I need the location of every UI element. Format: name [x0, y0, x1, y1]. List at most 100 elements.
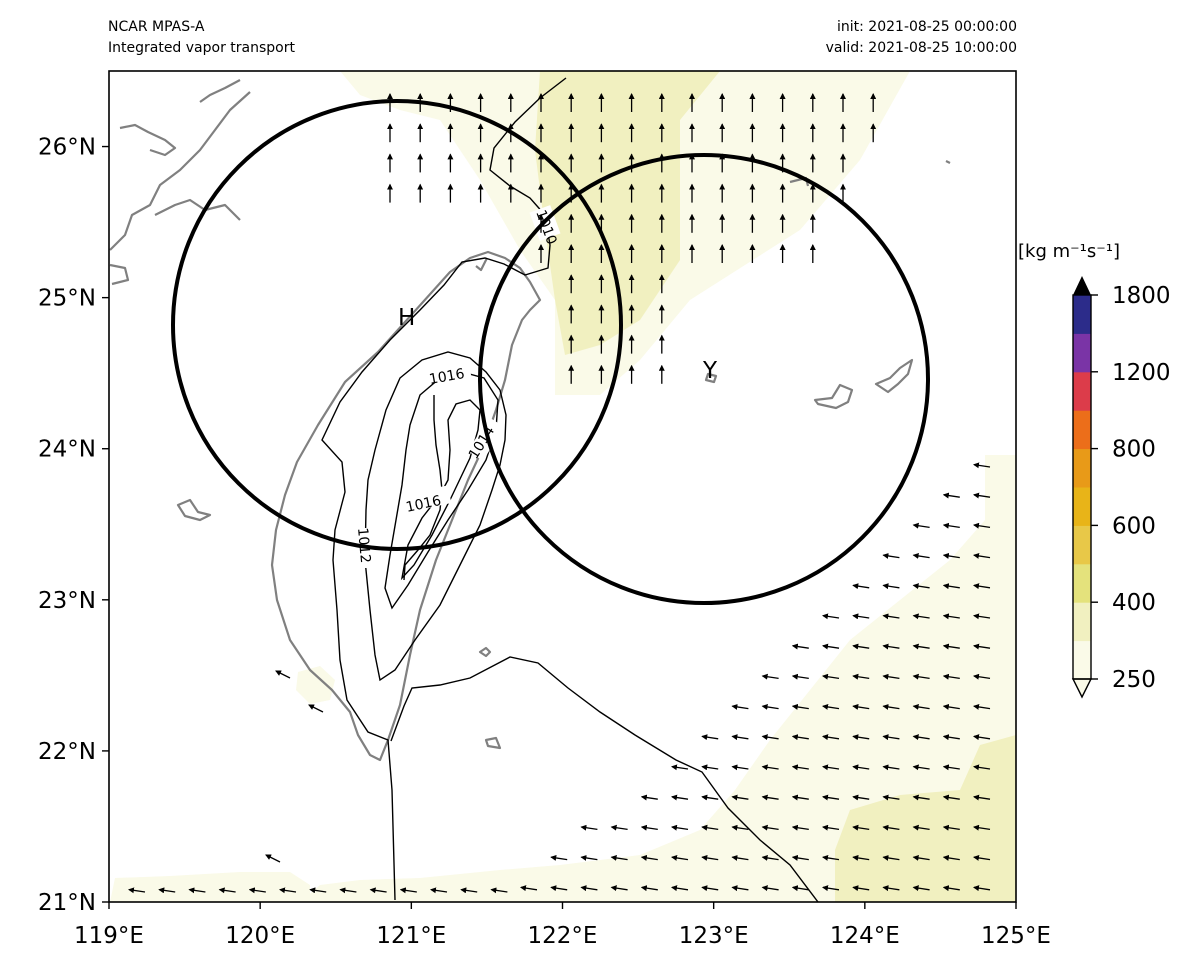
- colorbar-tick-label: 800: [1112, 437, 1156, 463]
- vector-arrow: [912, 794, 930, 801]
- vector-arrow: [339, 887, 357, 894]
- vector-arrow: [791, 794, 809, 801]
- vector-arrow: [308, 704, 324, 713]
- vector-arrow: [942, 583, 960, 590]
- x-tick-label: 123°E: [679, 923, 749, 949]
- colorbar-block: [1073, 602, 1091, 642]
- vector-arrow: [973, 824, 991, 831]
- vector-arrow: [550, 885, 568, 892]
- vector-arrow: [942, 703, 960, 710]
- vector-arrow: [852, 824, 870, 831]
- vector-arrow: [882, 824, 900, 831]
- vector-arrow: [852, 673, 870, 680]
- vector-arrow: [369, 887, 387, 894]
- vector-arrow: [882, 734, 900, 741]
- vector-arrow: [822, 794, 840, 801]
- vector-arrow: [791, 673, 809, 680]
- ivt-vectors-north: [387, 93, 877, 384]
- vector-arrow: [882, 583, 900, 590]
- product-name: Integrated vapor transport: [108, 40, 295, 56]
- colorbar-block: [1073, 333, 1091, 373]
- ivt-vectors-south: [520, 462, 991, 892]
- vector-arrow: [852, 703, 870, 710]
- valid-time: valid: 2021-08-25 10:00:00: [825, 40, 1017, 56]
- center-label-y: Y: [702, 358, 718, 384]
- model-name: NCAR MPAS-A: [108, 19, 205, 35]
- colorbar-ticks: 250 400 600 800 1200 1800: [1091, 283, 1171, 693]
- vector-arrow: [973, 885, 991, 892]
- vector-arrow: [882, 703, 900, 710]
- colorbar-over-triangle: [1073, 276, 1091, 295]
- vector-arrow: [912, 522, 930, 529]
- vector-arrow: [822, 643, 840, 650]
- vector-arrow: [791, 854, 809, 861]
- colorbar-tick-label: 250: [1112, 667, 1156, 693]
- vector-arrow: [973, 522, 991, 529]
- vector-arrow: [852, 854, 870, 861]
- vector-arrow: [671, 885, 689, 892]
- vector-arrow: [701, 794, 719, 801]
- vector-arrow: [248, 887, 266, 894]
- vector-arrow: [265, 854, 281, 863]
- vector-arrow: [973, 583, 991, 590]
- vector-arrow: [852, 794, 870, 801]
- vector-arrow: [852, 613, 870, 620]
- vector-arrow: [490, 887, 508, 894]
- vector-arrow: [942, 492, 960, 499]
- vector-arrow: [882, 613, 900, 620]
- vector-arrow: [852, 734, 870, 741]
- ivt-fill-southwest: [110, 666, 335, 902]
- x-tick-label: 122°E: [528, 923, 598, 949]
- vector-arrow: [822, 885, 840, 892]
- colorbar-tick-label: 600: [1112, 513, 1156, 539]
- y-tick-label: 26°N: [38, 135, 96, 161]
- vector-arrow: [640, 794, 658, 801]
- vector-arrow: [882, 673, 900, 680]
- x-tick-label: 119°E: [74, 923, 144, 949]
- vector-arrow: [912, 703, 930, 710]
- vector-arrow: [882, 885, 900, 892]
- vector-arrow: [942, 824, 960, 831]
- coastlines: [109, 79, 951, 762]
- vector-arrow: [882, 764, 900, 771]
- x-tick-label: 120°E: [225, 923, 295, 949]
- vector-arrow: [942, 522, 960, 529]
- vector-arrow: [852, 583, 870, 590]
- vector-arrow: [912, 734, 930, 741]
- colorbar-block: [1073, 410, 1091, 450]
- vector-arrow: [973, 794, 991, 801]
- vector-arrow: [731, 794, 749, 801]
- vector-arrow: [822, 824, 840, 831]
- vector-arrow: [973, 643, 991, 650]
- vector-arrow: [852, 764, 870, 771]
- vector-arrow: [671, 794, 689, 801]
- vector-arrow: [761, 794, 779, 801]
- vector-arrow: [761, 734, 779, 741]
- y-tick-label: 25°N: [38, 286, 96, 312]
- y-tick-label: 21°N: [38, 890, 96, 916]
- vector-arrow: [731, 824, 749, 831]
- vector-arrow: [761, 854, 779, 861]
- vector-arrow: [188, 887, 206, 894]
- vector-arrow: [701, 824, 719, 831]
- vector-arrow: [822, 673, 840, 680]
- vector-arrow: [973, 703, 991, 710]
- vector-arrow: [852, 885, 870, 892]
- vector-arrow: [912, 824, 930, 831]
- circle-y: [478, 153, 930, 605]
- vector-arrow: [973, 734, 991, 741]
- y-tick-label: 24°N: [38, 437, 96, 463]
- vector-arrow: [550, 854, 568, 861]
- vector-arrow: [882, 854, 900, 861]
- vector-arrow: [942, 673, 960, 680]
- vector-arrow: [640, 885, 658, 892]
- vector-arrow: [912, 613, 930, 620]
- vector-arrow: [942, 885, 960, 892]
- vector-arrow: [912, 764, 930, 771]
- vector-arrow: [610, 824, 628, 831]
- vector-arrow: [822, 734, 840, 741]
- colorbar-block: [1073, 448, 1091, 488]
- x-axis-ticks: 119°E 120°E 121°E 122°E 123°E 124°E 125°E: [74, 902, 1051, 949]
- colorbar-under-triangle: [1071, 678, 1093, 699]
- y-tick-label: 22°N: [38, 739, 96, 765]
